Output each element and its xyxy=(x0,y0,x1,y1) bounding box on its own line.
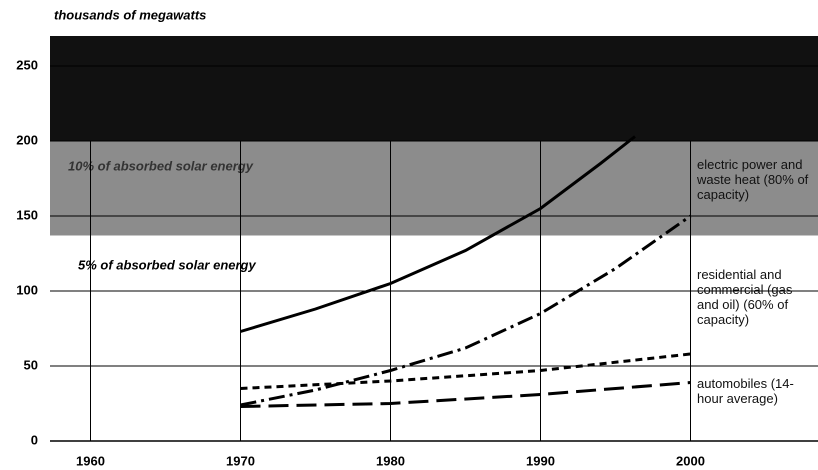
region-label: 10% of absorbed solar energy xyxy=(68,158,254,173)
annotation: 5% of absorbed solar energy xyxy=(78,257,256,272)
x-tick-label: 1970 xyxy=(226,453,255,468)
legend-label: residential and commercial (gas and oil)… xyxy=(697,267,793,327)
y-tick-label: 150 xyxy=(16,207,38,222)
x-tick-label: 1960 xyxy=(76,453,105,468)
series-line xyxy=(240,135,636,333)
y-axis-label: thousands of megawatts xyxy=(54,7,206,22)
x-tick-label: 2000 xyxy=(676,453,705,468)
series-line xyxy=(240,214,692,407)
y-tick-label: 50 xyxy=(24,357,38,372)
legend-label: automobiles (14-hour average) xyxy=(697,376,794,406)
y-tick-label: 0 xyxy=(31,432,38,447)
legend-label: electric power and waste heat (80% of ca… xyxy=(697,157,809,202)
series-line xyxy=(240,381,691,408)
y-tick-label: 100 xyxy=(16,282,38,297)
y-tick-label: 200 xyxy=(16,132,38,147)
series-line xyxy=(240,352,691,390)
x-tick-label: 1980 xyxy=(376,453,405,468)
region xyxy=(50,36,818,141)
y-tick-label: 250 xyxy=(16,57,38,72)
x-tick-label: 1990 xyxy=(526,453,555,468)
